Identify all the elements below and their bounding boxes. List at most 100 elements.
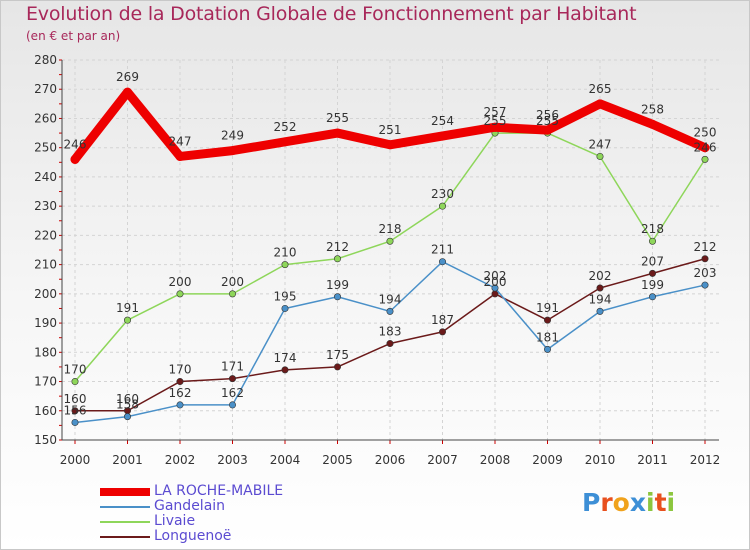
data-label-livaie: 210: [274, 246, 297, 260]
data-label-livaie: 218: [641, 222, 664, 236]
data-label-longuenoe: 200: [484, 275, 507, 289]
y-tick-label: 260: [34, 111, 57, 125]
data-label-livaie: 170: [64, 363, 87, 377]
y-tick-label: 170: [34, 375, 57, 389]
point-gandelain: [491, 284, 499, 292]
point-la-roche-mabile: [648, 119, 657, 129]
x-tick-label: 2002: [165, 453, 196, 467]
point-livaie: [596, 152, 604, 160]
x-tick-label: 2003: [217, 453, 248, 467]
point-gandelain: [386, 307, 394, 315]
y-tick-label: 250: [34, 141, 57, 155]
legend-item-la-roche-mabile: LA ROCHE-MABILE: [100, 483, 360, 499]
point-la-roche-mabile: [385, 140, 395, 150]
data-label-livaie: 191: [116, 301, 139, 315]
brand-logo: Proxiti: [582, 488, 675, 517]
data-label-longuenoe: 170: [169, 363, 192, 377]
y-tick-label: 180: [34, 345, 57, 359]
point-la-roche-mabile: [490, 122, 500, 132]
legend-item-gandelain: Gandelain: [100, 498, 360, 514]
point-gandelain: [543, 345, 551, 353]
data-label-livaie: 200: [221, 275, 244, 289]
brand-letter: o: [612, 488, 630, 517]
data-label-livaie: 218: [379, 222, 402, 236]
point-gandelain: [281, 304, 289, 312]
y-tick-label: 270: [34, 82, 57, 96]
x-tick-label: 2010: [585, 453, 616, 467]
data-label-longuenoe: 191: [536, 301, 559, 315]
point-livaie: [176, 290, 184, 298]
point-livaie: [438, 202, 446, 210]
x-tick-label: 2011: [637, 453, 668, 467]
y-tick-label: 200: [34, 287, 57, 301]
point-gandelain: [124, 413, 132, 421]
point-longuenoe: [543, 316, 551, 324]
point-gandelain: [701, 281, 709, 289]
x-tick-label: 2009: [532, 453, 563, 467]
data-label-gandelain: 181: [536, 330, 559, 344]
point-gandelain: [176, 401, 184, 409]
point-gandelain: [229, 401, 237, 409]
data-label-gandelain: 156: [64, 403, 87, 417]
legend-item-longuenoe: Longuenoë: [100, 528, 360, 544]
point-longuenoe: [281, 366, 289, 374]
point-longuenoe: [229, 375, 237, 383]
data-label-livaie: 247: [589, 137, 612, 151]
data-label-livaie: 230: [431, 187, 454, 201]
point-la-roche-mabile: [228, 146, 237, 156]
data-label-gandelain: 194: [589, 292, 612, 306]
data-label-livaie: 246: [694, 140, 717, 154]
point-la-roche-mabile: [123, 87, 132, 97]
point-longuenoe: [438, 328, 446, 336]
brand-letter: i: [666, 488, 676, 517]
data-label-la-roche-mabile: 251: [379, 123, 402, 137]
legend-label-longuenoe: Longuenoë: [154, 528, 232, 544]
legend-label-la-roche-mabile: LA ROCHE-MABILE: [154, 483, 284, 499]
data-label-longuenoe: 160: [116, 392, 139, 406]
data-label-longuenoe: 183: [379, 325, 402, 339]
y-tick-label: 190: [34, 316, 57, 330]
chart-subtitle: (en € et par an): [26, 29, 121, 43]
data-label-longuenoe: 160: [64, 392, 87, 406]
data-label-la-roche-mabile: 250: [694, 126, 717, 140]
legend-swatch-livaie: [100, 520, 150, 523]
data-label-livaie: 200: [169, 275, 192, 289]
data-label-longuenoe: 187: [431, 313, 454, 327]
data-label-gandelain: 158: [116, 398, 139, 412]
legend: LA ROCHE-MABILE Gandelain Livaie Longuen…: [100, 483, 360, 544]
data-label-livaie: 212: [326, 240, 349, 254]
point-la-roche-mabile: [595, 99, 605, 109]
y-tick-label: 280: [34, 53, 57, 67]
legend-swatch-gandelain: [100, 505, 150, 508]
data-label-la-roche-mabile: 255: [326, 111, 349, 125]
point-longuenoe: [386, 340, 394, 348]
data-label-gandelain: 211: [431, 243, 454, 257]
point-la-roche-mabile: [333, 128, 342, 138]
brand-letter: r: [600, 488, 613, 517]
point-la-roche-mabile: [700, 143, 710, 153]
y-tick-label: 210: [34, 258, 57, 272]
data-label-la-roche-mabile: 247: [169, 134, 192, 148]
legend-swatch-longuenoe: [100, 535, 150, 538]
point-livaie: [386, 237, 394, 245]
y-tick-label: 150: [34, 433, 57, 447]
data-label-la-roche-mabile: 269: [116, 70, 139, 84]
point-la-roche-mabile: [543, 125, 552, 135]
x-tick-label: 2007: [427, 453, 458, 467]
point-gandelain: [596, 307, 604, 315]
data-label-gandelain: 203: [694, 266, 717, 280]
y-tick-label: 220: [34, 228, 57, 242]
data-label-gandelain: 194: [379, 292, 402, 306]
point-livaie: [71, 378, 79, 386]
point-la-roche-mabile: [175, 151, 185, 161]
point-livaie: [333, 255, 341, 263]
x-tick-label: 2004: [270, 453, 301, 467]
data-label-gandelain: 162: [169, 386, 192, 400]
legend-label-gandelain: Gandelain: [154, 498, 226, 514]
point-livaie: [701, 155, 709, 163]
point-longuenoe: [176, 378, 184, 386]
data-label-la-roche-mabile: 249: [221, 129, 244, 143]
point-gandelain: [333, 293, 341, 301]
data-label-longuenoe: 174: [274, 351, 297, 365]
